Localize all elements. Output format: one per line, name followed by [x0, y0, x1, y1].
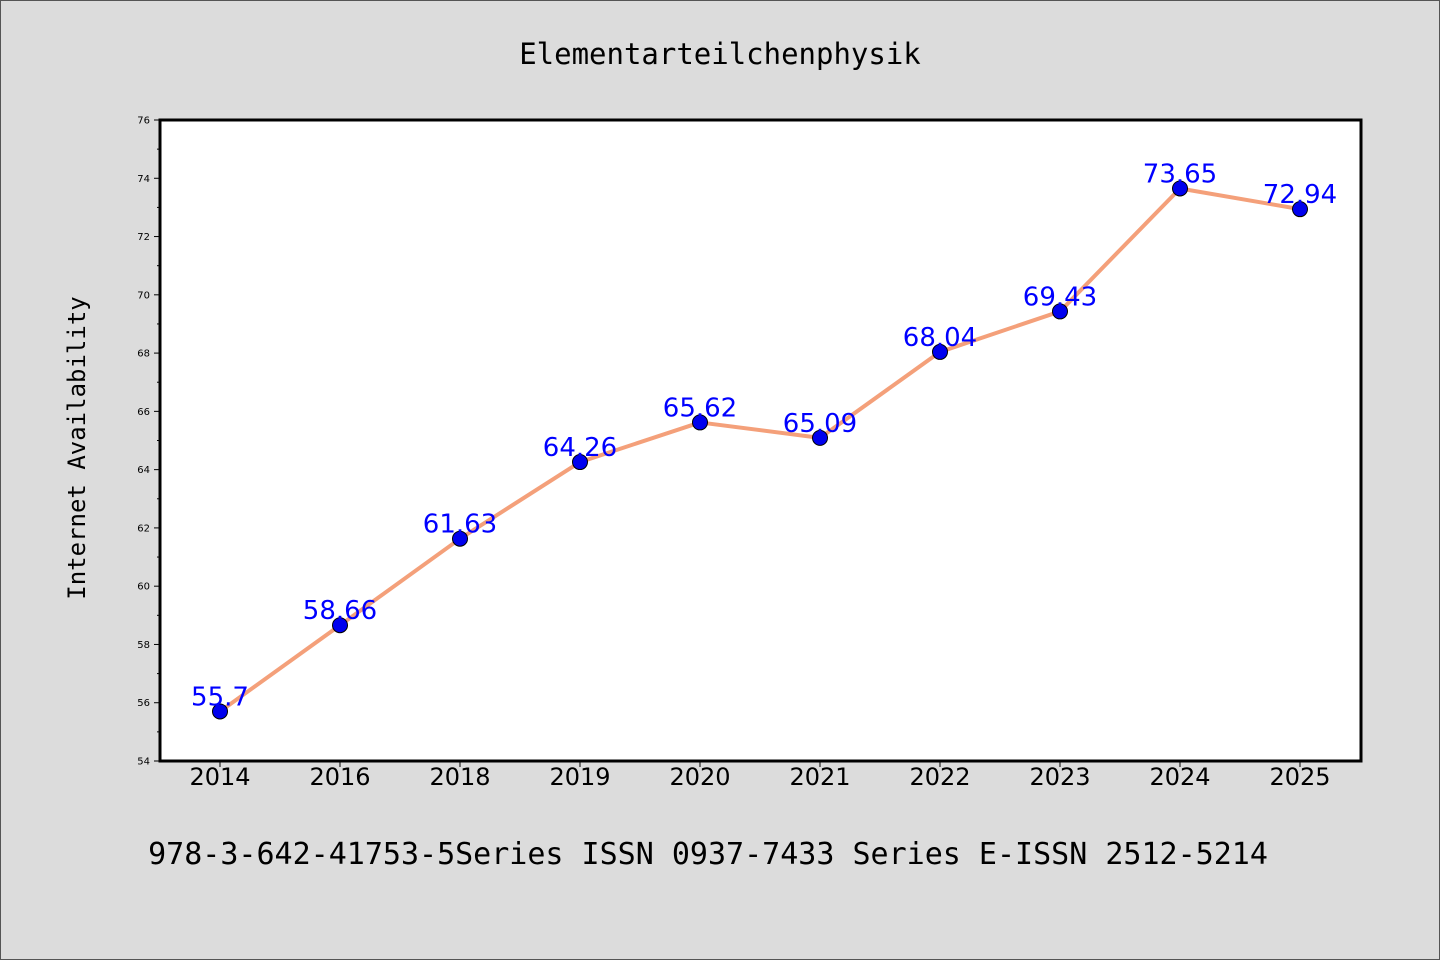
data-label: 65.62	[663, 393, 737, 423]
data-label: 68.04	[903, 323, 977, 353]
y-tick-label: 76	[137, 116, 150, 127]
data-point	[452, 530, 468, 547]
data-point	[332, 617, 348, 634]
plot-area	[160, 120, 1361, 761]
series-points	[212, 180, 1308, 720]
y-axis-label: Internet Availability	[63, 296, 91, 599]
x-tick-label: 2014	[189, 763, 250, 791]
data-label: 61.63	[423, 510, 497, 540]
data-label: 64.26	[543, 433, 617, 463]
data-label: 65.09	[783, 409, 857, 439]
y-axis-ticks: 54 56 58 60 62 64 66 68 70 72 74 76	[137, 116, 160, 768]
data-point	[1292, 201, 1308, 218]
data-label: 72.94	[1263, 180, 1337, 210]
data-point	[692, 414, 708, 431]
y-tick-label: 72	[137, 232, 150, 243]
y-tick-label: 60	[137, 582, 150, 593]
y-tick-label: 68	[137, 349, 150, 360]
chart-caption: 978-3-642-41753-5Series ISSN 0937-7433 S…	[148, 837, 1268, 872]
y-tick-label: 74	[137, 174, 150, 185]
y-tick-label: 62	[137, 523, 150, 534]
data-point	[812, 429, 828, 446]
data-label: 73.65	[1143, 159, 1217, 189]
data-point	[1172, 180, 1188, 197]
x-tick-label: 2018	[429, 763, 490, 791]
x-tick-label: 2021	[789, 763, 850, 791]
data-point	[1052, 303, 1068, 320]
y-tick-label: 64	[137, 465, 150, 476]
y-tick-label: 66	[137, 407, 150, 418]
data-point	[212, 703, 228, 720]
x-tick-label: 2019	[549, 763, 610, 791]
data-point	[572, 454, 588, 471]
x-tick-label: 2023	[1029, 763, 1090, 791]
y-tick-label: 56	[137, 698, 150, 709]
x-axis-ticks: 2014 2016 2018 2019 2020 2021 2022 2023 2024 2025	[189, 761, 1331, 791]
plot-frame	[158, 118, 1363, 763]
y-tick-label: 70	[137, 290, 150, 301]
x-tick-label: 2016	[309, 763, 370, 791]
data-label: 58.66	[303, 596, 377, 626]
data-label: 69.43	[1023, 282, 1097, 312]
y-tick-label: 58	[137, 640, 150, 651]
series-data-labels: 55.7 58.66 61.63 64.26 65.62 65.09 68.04 69.43 7…	[191, 159, 1337, 712]
data-point	[932, 343, 948, 360]
data-label: 55.7	[191, 682, 249, 712]
x-tick-label: 2025	[1269, 763, 1330, 791]
x-tick-label: 2022	[909, 763, 970, 791]
y-tick-label: 54	[137, 757, 150, 768]
series-lines	[218, 186, 1302, 714]
series-line	[218, 186, 1302, 714]
x-tick-label: 2024	[1149, 763, 1210, 791]
x-tick-label: 2020	[669, 763, 730, 791]
chart-title: Elementarteilchenphysik	[519, 37, 921, 71]
